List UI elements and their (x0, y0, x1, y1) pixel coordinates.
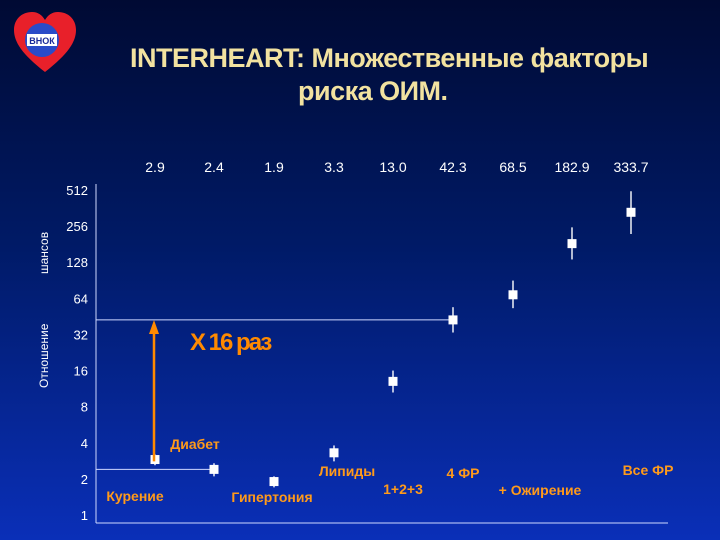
annotation-label: X 16 раз (190, 329, 272, 356)
y-tick-label: 4 (81, 436, 88, 451)
y-tick-label: 64 (74, 291, 88, 306)
top-value-label: 42.3 (439, 159, 466, 175)
top-value-label: 13.0 (379, 159, 406, 175)
y-tick-label: 1 (81, 508, 88, 523)
data-point (626, 207, 636, 217)
y-tick-label: 512 (66, 183, 88, 198)
category-label: Гипертония (231, 489, 312, 505)
y-tick-label: 128 (66, 255, 88, 270)
data-point (567, 239, 577, 249)
category-label: Все ФР (623, 462, 674, 478)
top-value-label: 333.7 (613, 159, 648, 175)
y-tick-label: 8 (81, 400, 88, 415)
category-label: Липиды (319, 463, 375, 479)
category-label: + Ожирение (499, 482, 582, 498)
top-value-label: 68.5 (499, 159, 526, 175)
y-axis-label: Отношение (37, 323, 51, 388)
page-title: INTERHEART: Множественные факторы риска … (130, 42, 710, 108)
data-point (329, 448, 339, 458)
data-point (508, 290, 518, 300)
data-point (448, 315, 458, 325)
top-value-label: 182.9 (554, 159, 589, 175)
category-label: 1+2+3 (383, 481, 423, 497)
y-tick-label: 256 (66, 219, 88, 234)
category-label: 4 ФР (447, 465, 480, 481)
annotation-arrow-head (149, 320, 159, 334)
data-point (269, 477, 279, 487)
title-line-2: риска ОИМ. (298, 76, 448, 106)
y-tick-label: 32 (74, 327, 88, 342)
y-tick-label: 2 (81, 472, 88, 487)
logo: ВНОК (14, 12, 76, 72)
data-point (388, 376, 398, 386)
top-value-label: 1.9 (264, 159, 284, 175)
title-line-1: INTERHEART: Множественные факторы (130, 43, 649, 73)
top-value-label: 3.3 (324, 159, 344, 175)
data-point (209, 464, 219, 474)
category-label: Курение (106, 488, 164, 504)
category-label: Диабет (170, 436, 220, 452)
y-tick-label: 16 (74, 364, 88, 379)
top-value-label: 2.4 (204, 159, 224, 175)
top-value-label: 2.9 (145, 159, 165, 175)
y-axis-label: шансов (37, 232, 51, 274)
logo-text: ВНОК (29, 36, 55, 46)
